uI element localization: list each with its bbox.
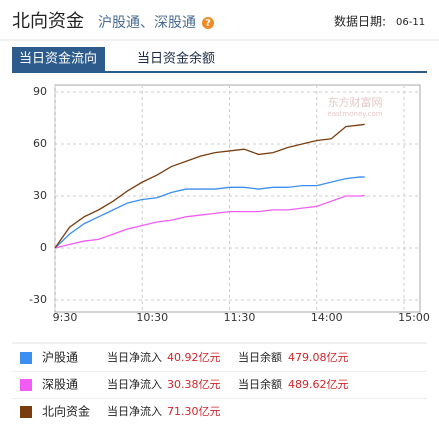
legend-name: 沪股通	[42, 351, 78, 365]
legend-swatch	[20, 379, 32, 391]
tab-active-bg[interactable]	[12, 47, 105, 71]
legend-name: 深股通	[42, 378, 78, 392]
x-tick-label: 9:30	[53, 311, 78, 324]
legend-swatch	[20, 406, 32, 418]
series-line	[54, 194, 365, 249]
title: 北向资金	[12, 11, 84, 32]
plot-frame	[54, 84, 421, 313]
x-tick-label: 15:00	[398, 311, 430, 324]
inflow-value: 40.92亿元	[167, 351, 221, 364]
help-icon-bg[interactable]	[202, 17, 214, 29]
date-label: 数据日期:	[334, 14, 386, 29]
balance-label: 当日余额	[238, 350, 282, 364]
legend-swatch	[20, 352, 32, 364]
inflow-value: 30.38亿元	[167, 378, 221, 391]
x-tick-label: 10:30	[136, 311, 168, 324]
inflow-label: 当日净流入	[107, 350, 162, 364]
legend-name: 北向资金	[42, 404, 90, 419]
date: 06-11	[396, 17, 425, 28]
y-tick-label: -30	[29, 293, 47, 306]
subtitle: 沪股通、深股通	[98, 15, 196, 31]
x-tick-label: 14:00	[311, 311, 343, 324]
balance-value: 479.08亿元	[288, 351, 349, 364]
balance-value: 489.62亿元	[288, 378, 349, 391]
y-tick-label: 30	[33, 189, 47, 202]
balance-label: 当日余额	[238, 377, 282, 391]
inflow-value: 71.30亿元	[167, 405, 221, 418]
y-tick-label: 90	[33, 85, 47, 98]
series-line	[54, 176, 365, 249]
tab[interactable]: 当日资金余额	[137, 51, 215, 67]
inflow-label: 当日净流入	[107, 377, 162, 391]
help-icon[interactable]: ?	[205, 18, 211, 29]
y-tick-label: 60	[33, 137, 47, 150]
x-tick-label: 11:30	[224, 311, 256, 324]
watermark: 东方财富网	[328, 95, 383, 109]
watermark-site: eastmoney.com	[327, 110, 382, 118]
tab-active[interactable]: 当日资金流向	[19, 51, 97, 67]
inflow-label: 当日净流入	[107, 404, 162, 418]
series-line	[54, 123, 365, 249]
y-tick-label: 0	[40, 241, 47, 254]
